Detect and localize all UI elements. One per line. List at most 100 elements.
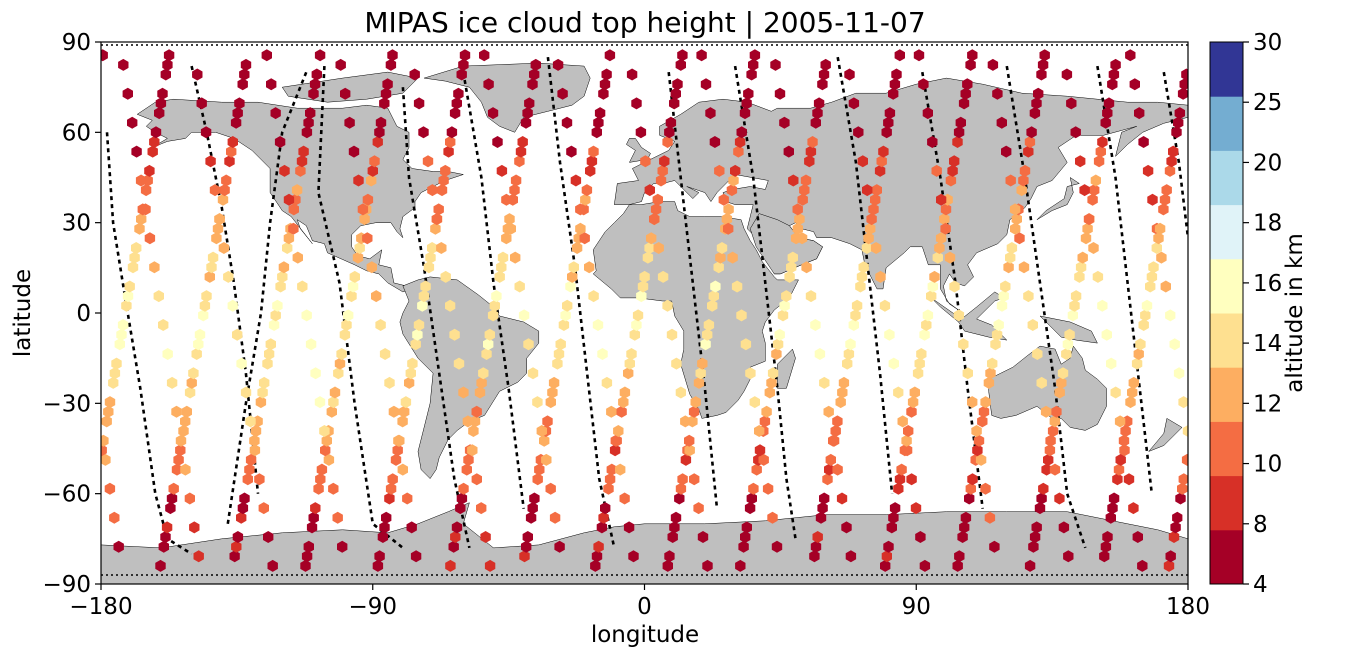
- data-point: [662, 299, 673, 312]
- data-point: [1142, 164, 1154, 177]
- data-point: [1033, 87, 1044, 100]
- data-point: [149, 261, 160, 274]
- data-point: [667, 531, 678, 543]
- data-point: [121, 299, 132, 312]
- data-point: [1005, 174, 1016, 187]
- data-point: [532, 396, 543, 409]
- data-point: [604, 49, 616, 62]
- data-point: [944, 251, 956, 264]
- data-point: [254, 473, 265, 486]
- data-point: [374, 126, 385, 139]
- data-point: [985, 367, 996, 380]
- data-point: [876, 155, 887, 168]
- data-point: [113, 540, 124, 553]
- data-point: [436, 184, 448, 197]
- data-point: [1099, 550, 1110, 563]
- data-point: [848, 319, 859, 331]
- data-point: [468, 425, 479, 437]
- data-point: [165, 502, 176, 515]
- data-point: [171, 463, 183, 476]
- data-point: [677, 473, 688, 486]
- data-point: [283, 232, 295, 245]
- data-point: [832, 415, 843, 428]
- data-point: [593, 540, 604, 553]
- data-point: [688, 405, 700, 418]
- data-point: [987, 357, 998, 370]
- data-point: [122, 87, 133, 100]
- data-point: [881, 550, 892, 563]
- data-point: [524, 97, 535, 110]
- data-point: [1181, 68, 1188, 81]
- data-point: [707, 299, 718, 312]
- data-point: [695, 367, 706, 380]
- data-point: [1009, 203, 1021, 216]
- data-point: [801, 261, 812, 274]
- data-point: [1181, 453, 1188, 466]
- data-point: [227, 299, 238, 312]
- data-point: [118, 58, 129, 71]
- data-point: [380, 87, 392, 100]
- data-point: [980, 482, 991, 495]
- data-point: [940, 203, 952, 216]
- data-point: [427, 242, 438, 254]
- data-point: [193, 338, 204, 351]
- data-point: [597, 348, 608, 360]
- data-point: [323, 453, 335, 466]
- data-point: [433, 203, 444, 216]
- data-point: [392, 444, 403, 457]
- data-point: [336, 348, 347, 360]
- data-point: [783, 145, 794, 158]
- data-point: [412, 328, 423, 341]
- data-point: [805, 290, 817, 303]
- colorbar-tick-label: 25: [1253, 90, 1282, 116]
- track-4: [401, 87, 471, 549]
- data-point: [967, 396, 978, 409]
- data-point: [224, 155, 235, 168]
- data-point: [1169, 338, 1180, 351]
- data-point: [200, 126, 212, 139]
- data-point: [596, 521, 608, 534]
- data-point: [334, 357, 346, 370]
- data-point: [644, 184, 655, 197]
- data-point: [166, 376, 178, 389]
- data-point: [830, 425, 841, 437]
- data-point: [581, 184, 593, 197]
- data-point: [604, 473, 616, 486]
- data-point: [657, 164, 668, 177]
- data-point: [1066, 97, 1077, 110]
- data-point: [136, 213, 147, 226]
- data-point: [954, 550, 965, 563]
- data-point: [328, 482, 339, 495]
- data-point: [819, 376, 830, 389]
- data-point: [530, 58, 541, 71]
- data-point: [462, 415, 474, 428]
- data-point: [161, 521, 173, 534]
- data-point: [1090, 174, 1101, 187]
- data-point: [191, 348, 202, 360]
- data-point: [666, 328, 678, 341]
- data-point: [144, 164, 155, 177]
- data-point: [797, 193, 808, 206]
- data-point: [726, 184, 738, 197]
- data-point: [527, 502, 538, 515]
- data-point: [189, 521, 200, 534]
- data-point: [693, 502, 704, 515]
- data-point: [201, 290, 212, 303]
- y-tick-label: −60: [42, 482, 91, 508]
- data-point: [265, 338, 276, 351]
- data-point: [1040, 405, 1052, 418]
- data-point: [288, 203, 299, 216]
- data-point: [1159, 193, 1171, 206]
- data-point: [1103, 97, 1115, 110]
- data-point: [987, 58, 999, 71]
- data-point: [675, 58, 686, 71]
- data-point: [1034, 502, 1046, 515]
- data-point: [958, 97, 970, 110]
- data-point: [311, 68, 322, 81]
- data-point: [258, 502, 269, 515]
- cloud-top-points: [101, 49, 1188, 572]
- data-point: [347, 280, 359, 293]
- data-point: [1031, 521, 1042, 534]
- data-point: [479, 49, 490, 62]
- data-point: [445, 559, 456, 572]
